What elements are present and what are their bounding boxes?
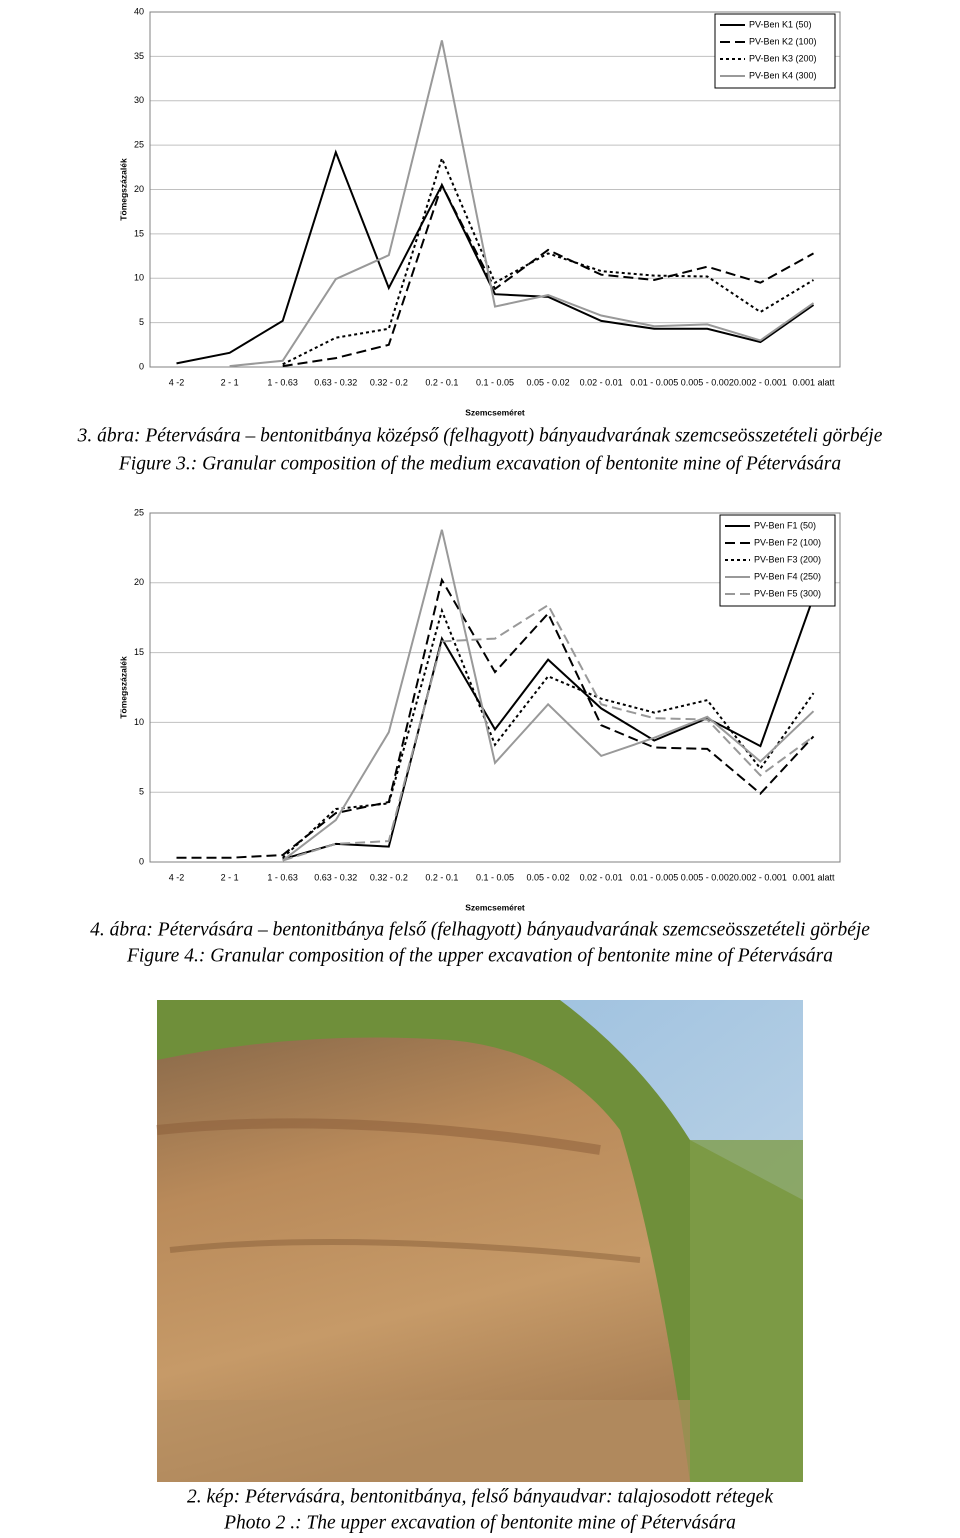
x-tick-label: 4 -2 xyxy=(169,872,185,882)
series-line xyxy=(176,149,815,365)
chart: 0 5 10 15 20 25 30 35 40 4 -2 2 - 1 1 - 0.63 0.63 - … xyxy=(118,6,841,417)
x-tick-label: 0.05 - 0.02 xyxy=(527,377,570,387)
x-tick-label: 0.005 - 0.002 xyxy=(681,872,734,882)
series-line xyxy=(282,596,815,861)
y-tick-label: 40 xyxy=(134,6,144,16)
y-tick-label: 25 xyxy=(134,140,144,150)
x-tick-label: 4 -2 xyxy=(169,377,185,387)
y-tick-label: 20 xyxy=(134,184,144,194)
series-line xyxy=(176,577,815,859)
x-tick-label: 0.02 - 0.01 xyxy=(580,377,623,387)
caption: 3. ábra: Pétervására – bentonitbánya köz… xyxy=(77,425,883,446)
x-tick-label: 0.1 - 0.05 xyxy=(476,872,514,882)
legend-label: PV-Ben K3 (200) xyxy=(749,53,817,63)
x-tick-label: 0.32 - 0.2 xyxy=(370,872,408,882)
legend-label: PV-Ben F4 (250) xyxy=(754,571,821,581)
y-tick-label: 5 xyxy=(139,787,144,797)
y-tick-label: 10 xyxy=(134,273,144,283)
series-line xyxy=(282,182,814,368)
x-tick-label: 0.02 - 0.01 xyxy=(580,872,623,882)
legend-label: PV-Ben F5 (300) xyxy=(754,588,821,598)
series-line xyxy=(282,607,815,859)
photo xyxy=(156,1000,803,1482)
legend-label: PV-Ben F3 (200) xyxy=(754,554,821,564)
x-tick-label: 0.002 - 0.001 xyxy=(734,872,787,882)
series-line xyxy=(229,40,815,368)
y-tick-label: 0 xyxy=(139,361,144,371)
plot-frame xyxy=(149,11,841,368)
caption: 2. kép: Pétervására, bentonitbánya, fels… xyxy=(187,1486,773,1507)
caption: Figure 4.: Granular composition of the u… xyxy=(126,945,833,966)
caption: Figure 3.: Granular composition of the m… xyxy=(118,453,842,474)
x-tick-label: 0.2 - 0.1 xyxy=(425,377,458,387)
x-tick-label: 1 - 0.63 xyxy=(267,377,298,387)
legend-label: PV-Ben K1 (50) xyxy=(749,19,812,29)
x-tick-label: 0.63 - 0.32 xyxy=(314,377,357,387)
plot-frame xyxy=(149,512,841,863)
x-tick-label: 0.63 - 0.32 xyxy=(314,872,357,882)
x-tick-label: 0.005 - 0.002 xyxy=(681,377,734,387)
x-tick-label: 0.001 alatt xyxy=(792,377,835,387)
x-tick-label: 0.2 - 0.1 xyxy=(425,872,458,882)
caption: 4. ábra: Pétervására – bentonitbánya fel… xyxy=(90,919,870,940)
y-tick-label: 15 xyxy=(134,647,144,657)
x-axis-label: Szemcseméret xyxy=(465,407,525,417)
y-tick-label: 25 xyxy=(134,507,144,517)
x-axis-label: Szemcseméret xyxy=(465,902,525,912)
y-tick-label: 15 xyxy=(134,228,144,238)
series-line xyxy=(282,155,815,366)
y-tick-label: 5 xyxy=(139,317,144,327)
x-tick-label: 0.01 - 0.005 xyxy=(630,872,678,882)
x-tick-label: 0.32 - 0.2 xyxy=(370,377,408,387)
y-tick-label: 10 xyxy=(134,717,144,727)
y-axis-label: Tömegszázalék xyxy=(118,158,128,221)
series-line xyxy=(282,529,815,862)
y-tick-label: 30 xyxy=(134,95,144,105)
y-tick-label: 35 xyxy=(134,51,144,61)
x-tick-label: 2 - 1 xyxy=(221,377,239,387)
captions: 3. ábra: Pétervására – bentonitbánya köz… xyxy=(77,425,883,1533)
y-axis-label: Tömegszázalék xyxy=(118,656,128,719)
legend-label: PV-Ben F2 (100) xyxy=(754,537,821,547)
legend-label: PV-Ben F1 (50) xyxy=(754,520,816,530)
legend-label: PV-Ben K2 (100) xyxy=(749,36,817,46)
chart: 0 5 10 15 20 25 4 -2 2 - 1 1 - 0.63 0.63 - 0.32 0.… xyxy=(118,507,841,912)
legend-label: PV-Ben K4 (300) xyxy=(749,70,817,80)
x-tick-label: 0.1 - 0.05 xyxy=(476,377,514,387)
series-line xyxy=(282,603,815,862)
y-tick-label: 20 xyxy=(134,577,144,587)
x-tick-label: 0.002 - 0.001 xyxy=(734,377,787,387)
x-tick-label: 0.05 - 0.02 xyxy=(527,872,570,882)
x-tick-label: 0.01 - 0.005 xyxy=(630,377,678,387)
x-tick-label: 0.001 alatt xyxy=(792,872,835,882)
caption: Photo 2 .: The upper excavation of bento… xyxy=(223,1512,736,1533)
y-tick-label: 0 xyxy=(139,856,144,866)
x-tick-label: 2 - 1 xyxy=(221,872,239,882)
x-tick-label: 1 - 0.63 xyxy=(267,872,298,882)
